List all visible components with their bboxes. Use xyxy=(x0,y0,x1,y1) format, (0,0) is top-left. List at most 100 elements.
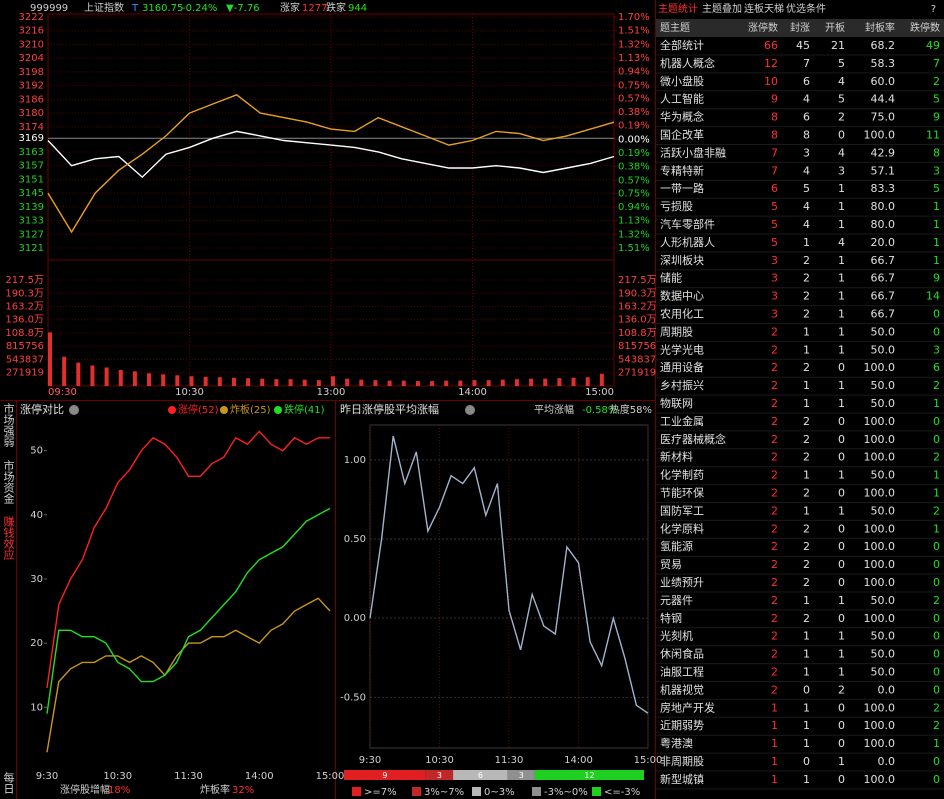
table-cell[interactable]: 专精特新 xyxy=(660,163,704,177)
distribution-segment xyxy=(453,770,508,780)
table-cell: 80.0 xyxy=(871,218,896,231)
table-cell[interactable]: 乡村振兴 xyxy=(660,378,704,392)
info-icon[interactable] xyxy=(69,405,79,415)
table-cell[interactable]: 全部统计 xyxy=(660,38,704,52)
table-cell[interactable]: 亏损股 xyxy=(660,199,693,213)
legend-swatch xyxy=(412,787,421,796)
y-tick-label: 3145 xyxy=(19,188,44,199)
table-cell[interactable]: 国企改革 xyxy=(660,128,704,142)
tab[interactable]: 主题叠加 xyxy=(702,3,742,15)
table-cell[interactable]: 化学制药 xyxy=(660,468,704,482)
table-cell[interactable]: 房地产开发 xyxy=(660,700,715,714)
table-cell[interactable]: 物联网 xyxy=(660,396,693,410)
table-cell[interactable]: 活跃小盘非融 xyxy=(660,145,726,159)
table-cell[interactable]: 节能环保 xyxy=(660,486,704,500)
distribution-label: 3 xyxy=(519,771,524,780)
legend-label: 炸板(25) xyxy=(230,403,271,416)
legend-label: 3%~7% xyxy=(424,787,464,798)
table-cell: 1 xyxy=(803,630,810,643)
table-cell[interactable]: 油服工程 xyxy=(660,665,704,679)
table-cell[interactable]: 深圳板块 xyxy=(660,253,704,267)
column-header[interactable]: 跌停数 xyxy=(910,21,940,34)
table-cell[interactable]: 储能 xyxy=(660,271,682,285)
table-cell[interactable]: 近期弱势 xyxy=(660,719,704,732)
table-cell[interactable]: 农用化工 xyxy=(660,307,704,321)
table-cell[interactable]: 氢能源 xyxy=(660,539,693,553)
table-cell[interactable]: 业绩预升 xyxy=(660,576,704,589)
table-cell[interactable]: 一带一路 xyxy=(660,182,704,195)
tab[interactable]: 连板天梯 xyxy=(744,2,784,15)
tab[interactable]: 优选条件 xyxy=(786,2,826,15)
y2-tick-label: 1.32% xyxy=(618,39,650,50)
table-cell[interactable]: 周期股 xyxy=(660,325,693,338)
table-cell[interactable]: 人形机器人 xyxy=(660,235,715,249)
table-cell: 0 xyxy=(933,630,940,643)
table-cell: 1 xyxy=(838,469,845,482)
tab[interactable]: 主题统计 xyxy=(658,2,698,15)
side-tab[interactable]: 市场资金 xyxy=(2,459,15,504)
table-cell[interactable]: 光学光电 xyxy=(660,342,704,356)
table-cell[interactable]: 微小盘股 xyxy=(660,74,704,88)
x-tick-label: 15:00 xyxy=(585,387,614,398)
table-cell: 1 xyxy=(838,182,845,195)
y2-tick-label: 1.13% xyxy=(618,53,650,64)
table-cell: 2 xyxy=(771,325,778,338)
column-header[interactable]: 封涨 xyxy=(790,21,810,34)
column-header[interactable]: 涨停数 xyxy=(748,21,778,34)
column-header[interactable]: 题主题 xyxy=(660,22,690,34)
table-cell[interactable]: 新型城镇 xyxy=(660,772,704,786)
table-cell[interactable]: 国防军工 xyxy=(660,503,704,517)
table-cell: 45 xyxy=(796,39,810,52)
table-cell: 2 xyxy=(933,379,940,392)
table-cell: 1 xyxy=(803,719,810,732)
side-tab[interactable]: 赚钱效应 xyxy=(2,515,15,561)
side-tab[interactable]: 市场强弱 xyxy=(2,402,15,448)
side-tab[interactable]: 每日 xyxy=(2,771,15,794)
column-header[interactable]: 开板 xyxy=(825,21,845,34)
table-cell[interactable]: 休闲食品 xyxy=(660,647,704,661)
table-cell[interactable]: 通用设备 xyxy=(660,360,704,374)
table-cell[interactable]: 元器件 xyxy=(660,594,693,607)
table-cell: 50.0 xyxy=(871,325,896,338)
table-cell: 1 xyxy=(803,236,810,249)
y-tick-label: 3133 xyxy=(19,216,44,227)
table-cell[interactable]: 工业金属 xyxy=(660,414,704,428)
table-cell: 0 xyxy=(933,558,940,571)
y-tick-label: 3174 xyxy=(19,122,44,133)
y-tick-label: 3121 xyxy=(19,243,44,254)
table-cell[interactable]: 化学原料 xyxy=(660,521,704,535)
info-icon[interactable] xyxy=(465,405,475,415)
table-cell[interactable]: 医疗器械概念 xyxy=(660,432,726,446)
volume-bar xyxy=(571,377,576,386)
x-tick-label: 11:30 xyxy=(174,771,203,782)
table-cell[interactable]: 人工智能 xyxy=(660,92,704,106)
volume-bar xyxy=(274,379,279,386)
table-cell[interactable]: 新材料 xyxy=(660,450,693,464)
table-cell: 100.0 xyxy=(864,701,896,714)
table-cell[interactable]: 机器视觉 xyxy=(660,682,704,696)
table-cell: 1 xyxy=(803,504,810,517)
table-cell[interactable]: 数据中心 xyxy=(660,289,704,303)
table-cell[interactable]: 贸易 xyxy=(660,558,682,571)
volume-bar xyxy=(104,367,109,386)
table-cell: 57.1 xyxy=(871,164,896,177)
table-cell[interactable]: 华为概念 xyxy=(660,110,704,124)
y-tick-label: 30 xyxy=(30,574,43,585)
table-cell[interactable]: 汽车零部件 xyxy=(660,217,715,231)
table-cell[interactable]: 光刻机 xyxy=(660,629,693,643)
table-cell[interactable]: 非周期股 xyxy=(660,755,704,768)
y2-tick-label: 0.75% xyxy=(618,80,650,91)
table-cell: 2 xyxy=(933,451,940,464)
table-cell[interactable]: 粤港澳 xyxy=(660,736,693,750)
y-tick-label: 3139 xyxy=(19,202,44,213)
table-cell: 50.0 xyxy=(871,343,896,356)
column-header[interactable]: 封板率 xyxy=(865,21,895,34)
table-cell: 3 xyxy=(771,290,778,303)
table-cell: 2 xyxy=(803,576,810,589)
table-cell[interactable]: 机器人概念 xyxy=(660,56,715,70)
table-cell: 4 xyxy=(838,146,845,159)
table-cell[interactable]: 特钢 xyxy=(660,611,682,625)
tab[interactable]: ? xyxy=(931,4,936,15)
table-cell: 0 xyxy=(933,433,940,446)
table-cell: 2 xyxy=(771,540,778,553)
